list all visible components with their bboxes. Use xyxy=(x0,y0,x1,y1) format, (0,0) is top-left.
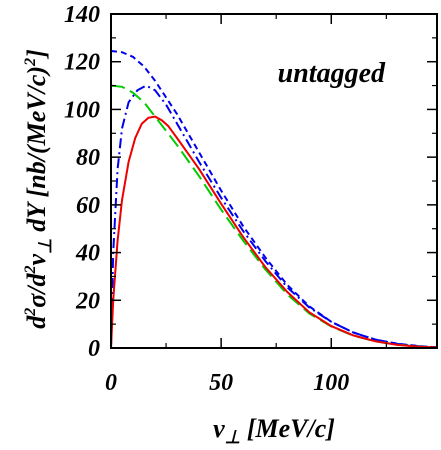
x-tick-label: 100 xyxy=(313,370,349,396)
y-tick-label: 0 xyxy=(88,336,100,362)
y-tick-label: 120 xyxy=(64,50,100,76)
x-tick-label: 0 xyxy=(105,370,117,396)
curves xyxy=(110,50,438,349)
series-line-dashed-short xyxy=(110,50,438,349)
y-tick-label: 80 xyxy=(76,145,100,171)
series-line-dashed-dot xyxy=(110,84,438,349)
y-tick-label: 60 xyxy=(76,193,100,219)
plot-frame xyxy=(110,13,438,349)
series-line-dashed-long xyxy=(110,84,438,349)
y-tick-label: 100 xyxy=(64,97,100,123)
series-line-solid xyxy=(110,115,438,349)
ticks: 0 50 100 0 20 40 60 80 100 120 140 xyxy=(64,2,437,396)
y-tick-label: 40 xyxy=(75,241,100,267)
x-tick-label: 50 xyxy=(209,370,233,396)
y-tick-label: 140 xyxy=(64,2,100,28)
y-axis-label: d2σ/d2v⊥ dY [nb/(MeV/c)2] xyxy=(22,49,55,329)
annotation-untagged: untagged xyxy=(278,58,386,89)
x-axis-label: v⊥ [MeV/c] xyxy=(213,414,335,447)
y-tick-label: 20 xyxy=(75,288,100,314)
